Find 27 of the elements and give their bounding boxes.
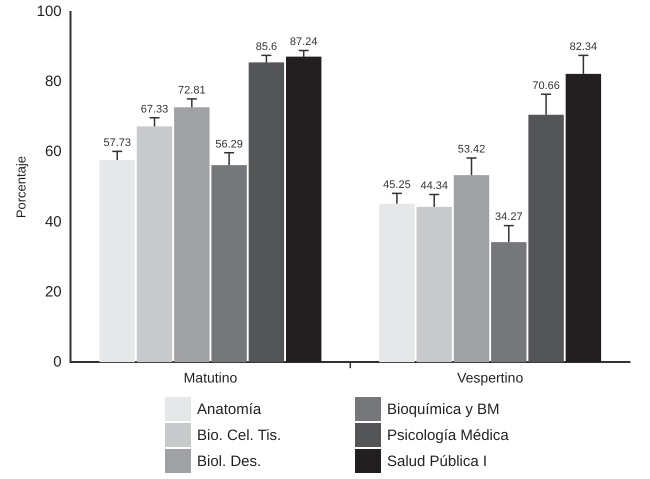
data-label: 87.24 bbox=[290, 36, 318, 48]
legend-label: Bio. Cel. Tis. bbox=[197, 426, 282, 444]
legend-label: Bioquímica y BM bbox=[387, 400, 500, 418]
data-label: 72.81 bbox=[178, 84, 206, 96]
y-tick-label: 20 bbox=[44, 283, 62, 300]
legend-label: Biol. Des. bbox=[197, 452, 262, 470]
x-tick-label: Matutino bbox=[184, 369, 238, 386]
data-label: 53.42 bbox=[458, 144, 486, 156]
y-tick-label: 80 bbox=[44, 73, 62, 90]
data-label: 70.66 bbox=[532, 80, 560, 92]
data-label: 34.27 bbox=[495, 211, 523, 224]
data-label: 57.73 bbox=[103, 136, 132, 149]
data-label: 67.33 bbox=[140, 103, 168, 116]
data-label: 44.34 bbox=[420, 180, 448, 192]
y-tick-label: 40 bbox=[44, 213, 62, 230]
legend-label: Salud Pública I bbox=[387, 452, 488, 470]
data-label: 56.29 bbox=[215, 138, 243, 150]
y-tick-label: 100 bbox=[36, 3, 62, 20]
data-label: 85.6 bbox=[256, 40, 278, 53]
legend-label: Anatomía bbox=[197, 400, 262, 418]
y-tick-label: 0 bbox=[53, 353, 62, 370]
data-label: 82.34 bbox=[570, 40, 598, 53]
data-label: 45.25 bbox=[383, 178, 411, 191]
x-tick-label: Vespertino bbox=[457, 369, 524, 386]
y-axis-title: Porcentaje bbox=[13, 156, 28, 218]
legend-label: Psicología Médica bbox=[387, 426, 509, 444]
y-tick-label: 60 bbox=[44, 143, 62, 160]
